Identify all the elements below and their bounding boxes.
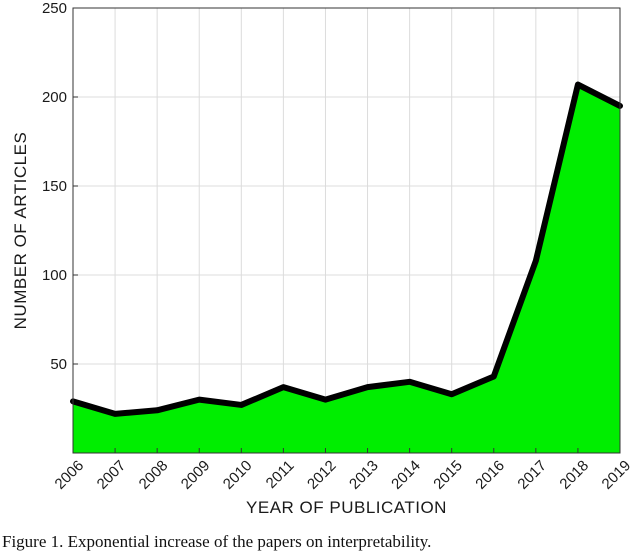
x-tick-label-2017: 2017	[514, 457, 550, 493]
y-tick-labels: 50 100 150 200 250	[42, 0, 67, 373]
y-axis-title: NUMBER OF ARTICLES	[11, 132, 30, 330]
x-tick-label-2012: 2012	[304, 457, 340, 493]
x-tick-label-2009: 2009	[178, 457, 214, 493]
area-series	[70, 81, 623, 453]
y-tick-label-100: 100	[42, 267, 67, 284]
data-point-2012	[324, 399, 326, 401]
plot-frame	[72, 7, 621, 454]
data-point-2011	[282, 386, 284, 388]
x-tick-label-2013: 2013	[346, 457, 382, 493]
data-point-2018	[577, 84, 579, 86]
y-tick-label-50: 50	[50, 356, 67, 373]
data-point-2017	[535, 260, 537, 262]
data-point-2010	[240, 404, 242, 406]
data-point-2009	[198, 399, 200, 401]
x-tick-label-2014: 2014	[388, 457, 424, 493]
data-point-2014	[409, 381, 411, 383]
x-axis-title: YEAR OF PUBLICATION	[246, 498, 447, 517]
series-line	[70, 81, 623, 417]
data-point-2007	[114, 413, 116, 415]
x-tick-labels: 2006 2007 2008 2009 2010 2011 2012 2013 2014 2015…	[52, 457, 635, 493]
x-tick-label-2007: 2007	[94, 457, 130, 493]
area-fill	[73, 84, 620, 453]
x-tick-label-2011: 2011	[263, 457, 298, 492]
figure-caption: Figure 1. Exponential increase of the pa…	[2, 532, 432, 551]
x-tick-label-2019: 2019	[599, 457, 635, 493]
y-tick-label-250: 250	[42, 0, 67, 17]
data-point-2016	[493, 375, 495, 377]
x-tick-label-2015: 2015	[430, 457, 466, 493]
x-tick-label-2008: 2008	[136, 457, 172, 493]
y-tick-label-150: 150	[42, 178, 67, 195]
x-tick-label-2006: 2006	[52, 457, 88, 493]
x-tick-label-2010: 2010	[220, 457, 256, 493]
data-point-2013	[367, 386, 369, 388]
y-tick-label-200: 200	[42, 89, 67, 106]
plot-border	[72, 7, 621, 454]
x-tick-label-2016: 2016	[472, 457, 508, 493]
x-tick-label-2018: 2018	[556, 457, 592, 493]
data-point-2008	[156, 409, 158, 411]
data-point-2015	[451, 393, 453, 395]
